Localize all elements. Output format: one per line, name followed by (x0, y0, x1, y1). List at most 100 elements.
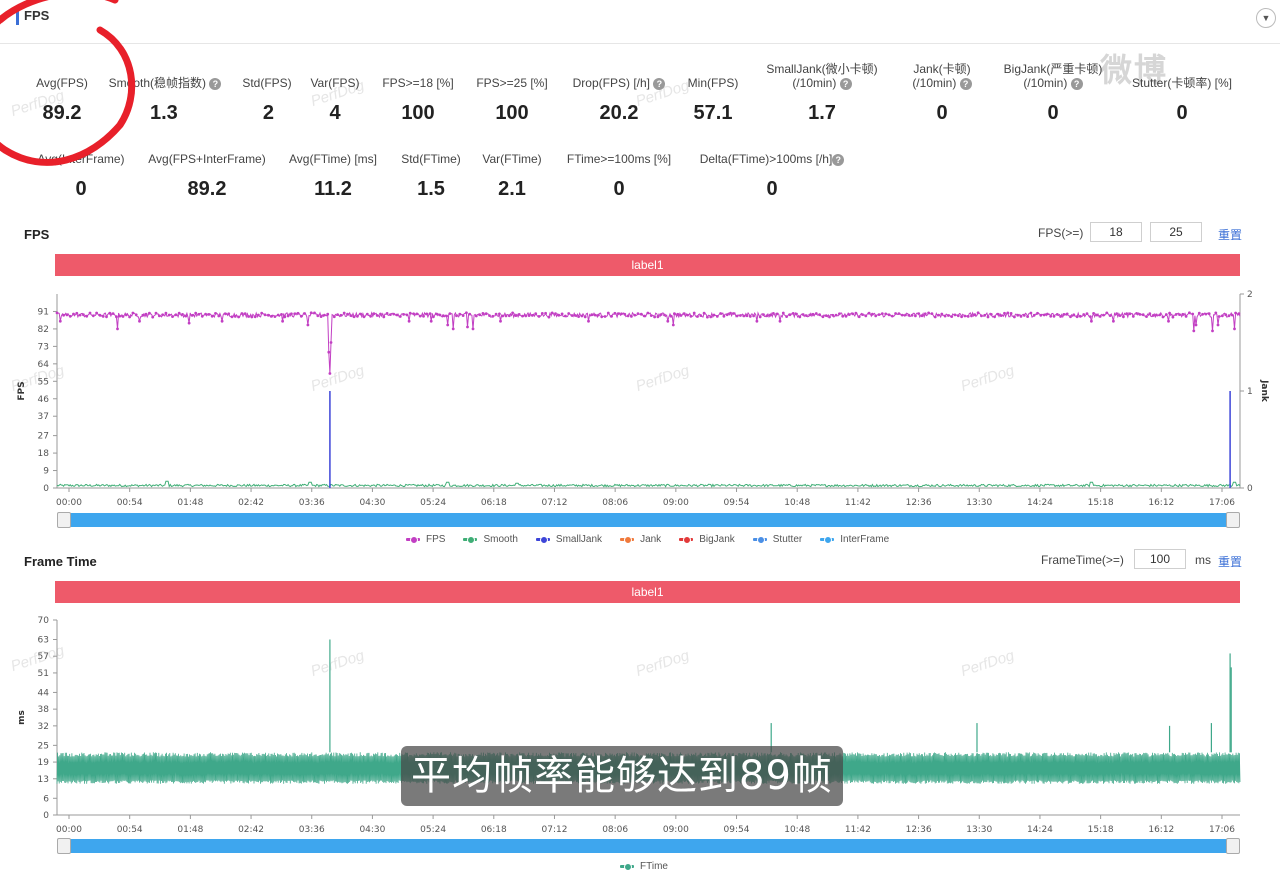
x-tick-label: 07:12 (542, 825, 568, 835)
frametime-slider-right-handle[interactable] (1226, 838, 1240, 854)
header-bar: FPS ▼ (0, 0, 1280, 44)
legend-label: FPS (426, 534, 446, 545)
metric-bigjank: BigJank(严重卡顿) (/10min) ? 0 (1003, 62, 1103, 124)
y-tick-label: 32 (38, 722, 49, 732)
x-tick-label: 09:54 (724, 498, 750, 508)
metric-smooth: Smooth(稳帧指数) ? 1.3 (106, 76, 224, 125)
x-tick-label: 10:48 (784, 825, 810, 835)
frametime-section-title: Frame Time (24, 554, 97, 569)
legend-item[interactable]: FPS (406, 534, 445, 545)
x-tick-label: 09:00 (663, 498, 689, 508)
frametime-slider-left-handle[interactable] (57, 838, 71, 854)
help-icon[interactable]: ? (839, 77, 852, 90)
y2-tick-label: 1 (1247, 387, 1253, 397)
fps-range-slider[interactable] (57, 512, 1240, 528)
x-tick-label: 12:36 (906, 825, 932, 835)
metric-avg-ftime: Avg(FTime) [ms] 11.2 (288, 152, 377, 200)
y-tick-label: 18 (38, 449, 50, 459)
x-tick-label: 08:06 (602, 825, 628, 835)
metric-std-fps: Std(FPS) 2 (242, 76, 292, 124)
y-tick-label: 91 (38, 307, 49, 317)
legend-item[interactable]: Stutter (752, 534, 803, 545)
frametime-label-bar[interactable]: label1 (55, 581, 1240, 603)
x-tick-label: 01:48 (177, 825, 203, 835)
x-tick-label: 06:18 (481, 498, 507, 508)
y-tick-label: 73 (38, 342, 49, 352)
y-tick-label: 44 (38, 688, 50, 698)
chevron-down-icon[interactable]: ▼ (1256, 8, 1276, 28)
header-accent (16, 9, 19, 25)
frametime-range-slider[interactable] (57, 838, 1240, 854)
fps-threshold-input-2[interactable]: 25 (1150, 222, 1202, 242)
weibo-watermark: 微博 (1100, 52, 1169, 88)
metric-std-ftime: Std(FTime) 1.5 (401, 152, 461, 200)
frametime-reset-link[interactable]: 重置 (1218, 555, 1243, 569)
metric-var-fps: Var(FPS) 4 (310, 76, 360, 124)
x-tick-label: 16:12 (1148, 825, 1174, 835)
x-tick-label: 03:36 (299, 825, 325, 835)
y-tick-label: 46 (38, 395, 50, 405)
x-tick-label: 11:42 (845, 498, 871, 508)
x-tick-label: 11:42 (845, 825, 871, 835)
x-tick-label: 00:54 (117, 498, 143, 508)
page-title: FPS (24, 8, 50, 23)
legend-label: BigJank (699, 534, 735, 545)
help-icon[interactable]: ? (653, 77, 666, 90)
y-tick-label: 25 (38, 741, 49, 751)
x-tick-label: 05:24 (420, 498, 446, 508)
legend-swatch (752, 536, 767, 544)
y-tick-label: 38 (38, 705, 50, 715)
metric-avg-fps: Avg(FPS) 89.2 (36, 76, 88, 124)
fps-slider-right-handle[interactable] (1226, 512, 1240, 528)
legend-item[interactable]: Smooth (463, 534, 518, 545)
fps-reset-link[interactable]: 重置 (1218, 228, 1243, 242)
legend-swatch (463, 536, 478, 544)
legend-swatch (620, 863, 634, 871)
x-tick-label: 17:06 (1209, 825, 1235, 835)
help-icon[interactable]: ? (209, 77, 222, 90)
y-tick-label: 57 (38, 652, 49, 662)
metric-avg-interframe: Avg(InterFrame) 0 (37, 152, 125, 200)
legend-item[interactable]: Jank (620, 534, 661, 545)
metric-smalljank: SmallJank(微小卡顿) (/10min) ? 1.7 (766, 62, 878, 124)
y-axis-title: FPS (17, 381, 27, 400)
y-tick-label: 63 (38, 636, 49, 646)
legend-item[interactable]: BigJank (679, 534, 735, 545)
y-tick-label: 9 (43, 467, 49, 477)
metric-jank: Jank(卡顿) (/10min) ? 0 (912, 62, 972, 124)
x-tick-label: 15:18 (1088, 825, 1114, 835)
fps-point (55, 311, 59, 315)
frametime-threshold-input[interactable]: 100 (1134, 549, 1186, 569)
y-tick-label: 19 (38, 758, 50, 768)
help-icon[interactable]: ? (1070, 77, 1083, 90)
y2-axis-title: Jank (1259, 379, 1269, 403)
legend-item[interactable]: SmallJank (535, 534, 602, 545)
x-tick-label: 10:48 (784, 498, 810, 508)
x-tick-label: 08:06 (602, 498, 628, 508)
fps-slider-left-handle[interactable] (57, 512, 71, 528)
x-tick-label: 06:18 (481, 825, 507, 835)
x-tick-label: 14:24 (1027, 498, 1053, 508)
legend-label: Stutter (772, 534, 803, 545)
legend-item[interactable]: InterFrame (820, 534, 889, 545)
fps-series-line (56, 311, 1241, 374)
legend-swatch (679, 536, 694, 544)
legend-item[interactable]: FTime (620, 861, 668, 872)
fps-points (55, 311, 1241, 375)
help-icon[interactable]: ? (959, 77, 972, 90)
legend-swatch (820, 536, 835, 544)
fps-slider-track[interactable] (57, 513, 1240, 527)
metric-fps-ge-25: FPS>=25 [%] 100 (476, 76, 548, 124)
frametime-slider-track[interactable] (57, 839, 1240, 853)
frametime-threshold-label: FrameTime(>=) (1041, 553, 1124, 567)
x-tick-label: 09:54 (724, 825, 750, 835)
metric-ftime-ge-100: FTime>=100ms [%] 0 (566, 152, 672, 200)
metric-fps-ge-18: FPS>=18 [%] 100 (382, 76, 454, 124)
fps-label-bar[interactable]: label1 (55, 254, 1240, 276)
legend-label: Smooth (483, 534, 518, 545)
y-tick-label: 82 (38, 325, 49, 335)
x-tick-label: 15:18 (1088, 498, 1114, 508)
fps-threshold-input-1[interactable]: 18 (1090, 222, 1142, 242)
help-icon[interactable]: ? (832, 153, 845, 166)
